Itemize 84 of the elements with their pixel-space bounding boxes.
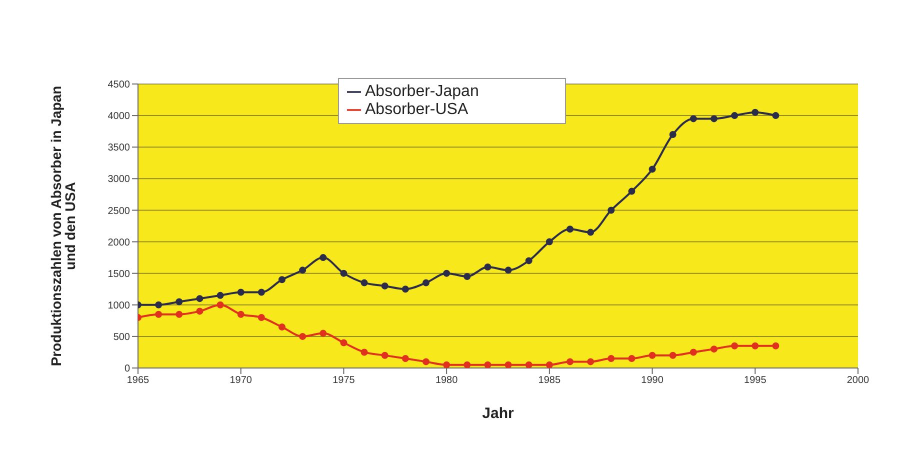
- y-tick-label: 0: [124, 364, 130, 375]
- point: [628, 188, 636, 195]
- point: [669, 352, 676, 359]
- point: [690, 348, 697, 356]
- point: [237, 288, 244, 296]
- point: [628, 355, 636, 362]
- point: [381, 282, 388, 290]
- point: [237, 310, 244, 318]
- point: [648, 166, 656, 173]
- x-tick-label: 1965: [126, 375, 150, 386]
- point: [731, 112, 738, 120]
- point: [320, 254, 327, 262]
- point: [299, 332, 306, 340]
- y-tick-label: 4500: [108, 80, 130, 91]
- point: [443, 270, 450, 277]
- point: [731, 342, 738, 350]
- x-tick-label: 1975: [332, 375, 356, 386]
- point: [216, 292, 224, 299]
- point: [546, 361, 553, 368]
- point: [422, 279, 430, 286]
- y-tick-label: 1000: [108, 300, 130, 312]
- point: [484, 361, 492, 368]
- point: [176, 298, 183, 306]
- point: [258, 314, 265, 322]
- point: [525, 257, 532, 264]
- y-axis-title: Produktionszahlen von Absorber in Japan und den USA: [48, 86, 78, 366]
- point: [464, 272, 471, 280]
- x-tick-label: 1995: [744, 375, 767, 386]
- y-tick-label: 3500: [108, 142, 130, 154]
- point: [360, 279, 368, 286]
- point: [752, 108, 759, 116]
- y-tick-label: 500: [113, 332, 130, 343]
- point: [196, 295, 204, 302]
- point: [299, 266, 306, 274]
- x-axis-title: Jahr: [482, 405, 514, 422]
- point: [176, 310, 183, 318]
- point: [258, 288, 265, 296]
- y-tick-label: 2000: [108, 237, 130, 248]
- y-tick-label: 4000: [108, 111, 130, 122]
- point: [648, 352, 656, 359]
- point: [340, 339, 348, 346]
- x-tick-label: 1970: [230, 375, 252, 386]
- point: [587, 228, 594, 236]
- point: [196, 308, 204, 315]
- point: [710, 346, 718, 353]
- point: [669, 130, 676, 138]
- point: [278, 276, 286, 284]
- x-tick-label: 1990: [641, 375, 664, 386]
- point: [381, 352, 388, 359]
- point: [710, 115, 718, 122]
- point: [566, 226, 574, 233]
- point: [752, 342, 759, 350]
- point: [690, 115, 697, 122]
- x-tick-label: 1980: [435, 375, 458, 386]
- point: [402, 286, 409, 293]
- point: [320, 330, 327, 337]
- point: [360, 348, 368, 356]
- point: [546, 238, 553, 246]
- legend-label: Absorber-Japan: [365, 83, 479, 100]
- point: [772, 112, 780, 120]
- point: [216, 301, 224, 308]
- x-tick-label: 2000: [846, 375, 870, 386]
- point: [443, 361, 450, 368]
- point: [155, 301, 162, 308]
- legend-label: Absorber-USA: [365, 101, 468, 118]
- point: [464, 361, 471, 368]
- point: [155, 310, 162, 318]
- x-tick-label: 1985: [538, 375, 561, 386]
- point: [587, 358, 594, 366]
- point: [772, 342, 780, 350]
- point: [608, 206, 615, 214]
- point: [484, 264, 492, 271]
- point: [278, 323, 286, 330]
- y-tick-label: 3000: [108, 174, 130, 186]
- point: [504, 361, 512, 368]
- point: [504, 266, 512, 274]
- point: [340, 270, 348, 277]
- point: [402, 355, 409, 362]
- y-tick-label: 2500: [108, 206, 130, 217]
- y-tick-label: 1500: [108, 268, 130, 280]
- point: [422, 358, 430, 366]
- point: [608, 355, 615, 362]
- point: [566, 358, 574, 366]
- point: [525, 361, 532, 368]
